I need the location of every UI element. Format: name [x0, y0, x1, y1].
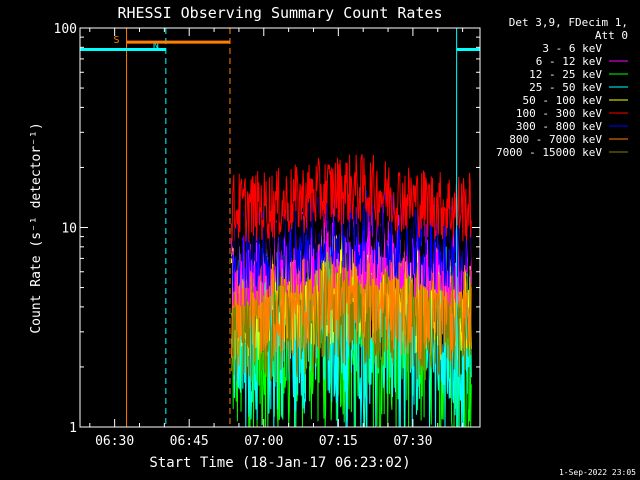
- y-tick-label: 10: [61, 222, 77, 237]
- y-axis-label: Count Rate (s⁻¹ detector⁻¹): [29, 122, 44, 333]
- x-axis: 06:30 06:45 07:00 07:15 07:30: [89, 28, 464, 449]
- legend-label: 50 - 100 keV: [523, 94, 603, 107]
- legend-label: 3 - 6 keV: [542, 42, 602, 55]
- marker-label: S: [114, 35, 120, 46]
- timestamp: 1-Sep-2022 23:05: [559, 468, 636, 477]
- x-tick-label: 07:30: [393, 434, 432, 449]
- legend-header: Att 0: [595, 29, 628, 42]
- legend-label: 25 - 50 keV: [529, 81, 602, 94]
- x-tick-label: 06:45: [170, 434, 209, 449]
- legend-label: 6 - 12 keV: [536, 55, 603, 68]
- y-axis: 100 10 1: [54, 22, 480, 436]
- x-tick-label: 07:15: [319, 434, 358, 449]
- x-tick-label: 06:30: [95, 434, 134, 449]
- series-line: [231, 249, 472, 383]
- legend-label: 100 - 300 keV: [516, 107, 602, 120]
- x-tick-label: 07:00: [244, 434, 283, 449]
- legend-header: Det 3,9, FDecim 1,: [509, 16, 628, 29]
- y-tick-label: 100: [54, 22, 77, 37]
- series-line: [231, 154, 472, 243]
- marker-label: N: [153, 40, 159, 51]
- chart-title: RHESSI Observing Summary Count Rates: [117, 4, 442, 22]
- x-axis-label: Start Time (18-Jan-17 06:23:02): [149, 455, 410, 471]
- legend-label: 12 - 25 keV: [529, 68, 602, 81]
- legend-label: 7000 - 15000 keV: [496, 146, 602, 159]
- plot-series: [231, 154, 472, 428]
- y-tick-label: 1: [69, 421, 77, 436]
- legend-label: 300 - 800 keV: [516, 120, 602, 133]
- legend-label: 800 - 7000 keV: [509, 133, 602, 146]
